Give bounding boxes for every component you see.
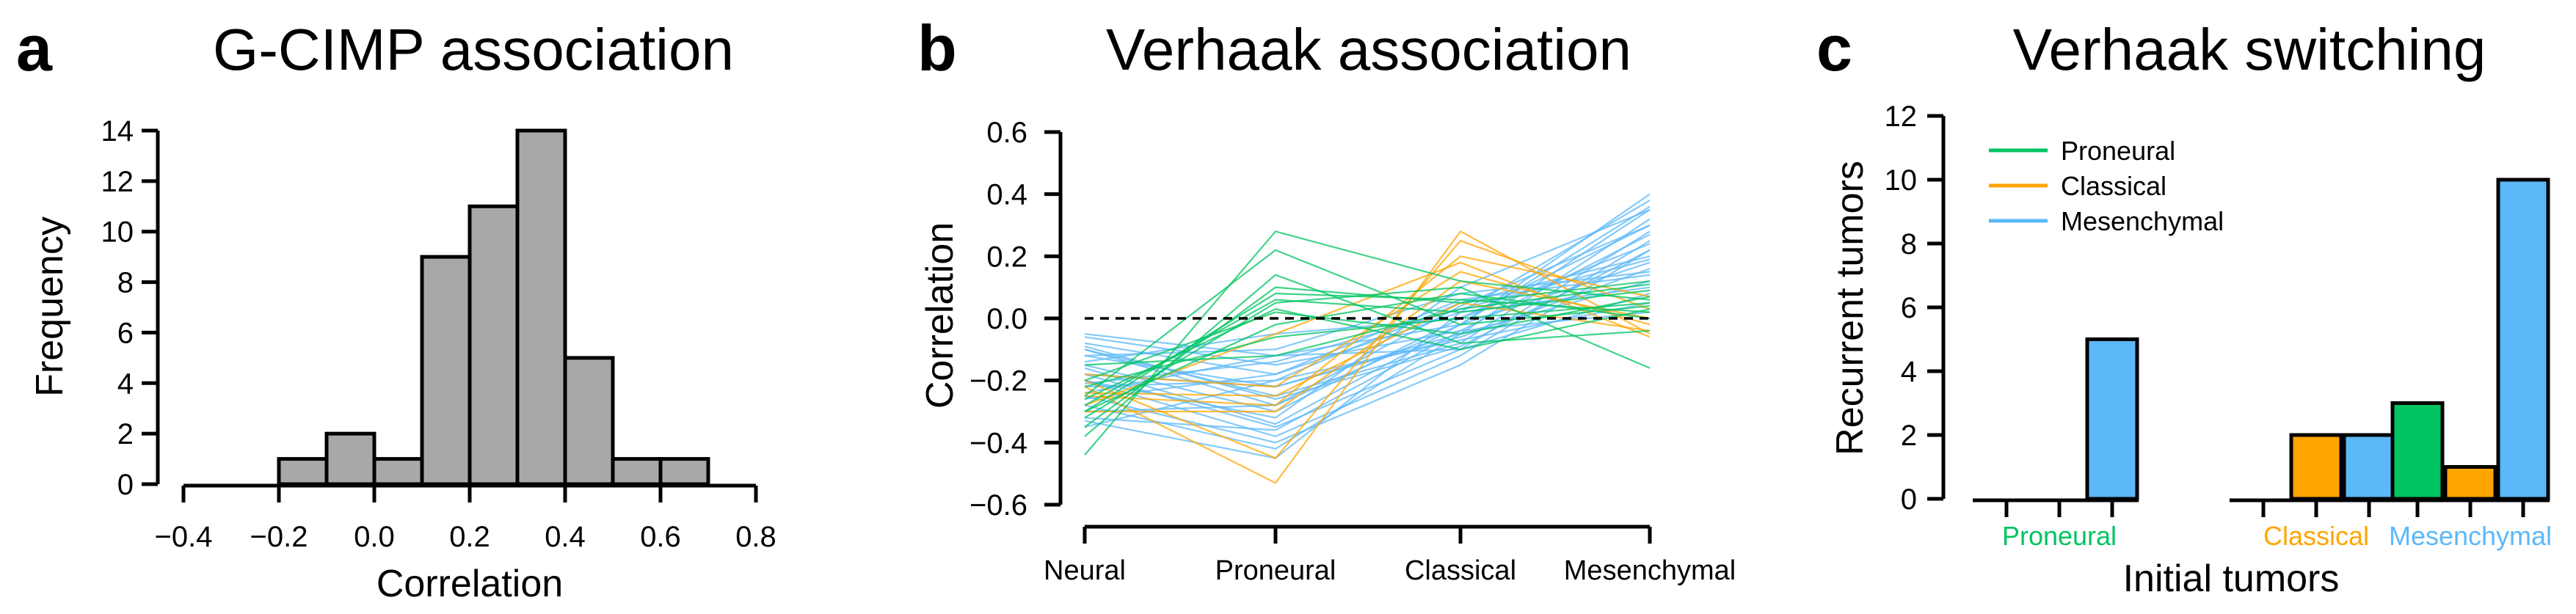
x-tick-label: Mesenchymal — [1564, 555, 1736, 586]
series-line-mesenchymal — [1084, 258, 1651, 384]
histogram-bar — [658, 457, 710, 486]
histogram-bar — [324, 431, 376, 486]
x-tick-label: Neural — [1044, 555, 1126, 586]
series-line-mesenchymal — [1084, 200, 1651, 376]
panel-label-b: b — [917, 12, 957, 84]
bar-classical — [2289, 433, 2343, 501]
y-axis-label: Recurrent tumors — [1829, 161, 1871, 456]
x-tick-label: Classical — [2263, 521, 2369, 551]
y-tick-label: 0.4 — [986, 179, 1027, 211]
series-line-proneural — [1084, 289, 1651, 406]
x-tick-label: Mesenchymal — [2389, 521, 2552, 551]
y-tick-label: 2 — [117, 418, 134, 450]
x-tick-label: 0.0 — [354, 521, 395, 553]
y-tick-label: 0 — [1901, 483, 1917, 516]
y-tick-label: 0.2 — [986, 241, 1027, 273]
y-tick-label: 10 — [1885, 164, 1918, 197]
y-tick-label: −0.4 — [969, 427, 1027, 459]
x-tick-label: 0.8 — [735, 521, 776, 553]
bar-proneural — [2390, 401, 2445, 501]
x-tick-label: 0.2 — [449, 521, 490, 553]
y-tick-label: −0.6 — [969, 489, 1027, 522]
x-tick-label: Classical — [1405, 555, 1516, 586]
y-tick-label: 8 — [117, 267, 134, 299]
panel-c-bars: Verhaak switching Proneural Classical Mesen… — [1829, 17, 2552, 600]
histogram-bar — [563, 356, 615, 486]
y-tick-label: 4 — [1901, 356, 1917, 388]
panel-label-a: a — [16, 12, 53, 84]
histogram-bar — [611, 457, 663, 486]
series-line-proneural — [1084, 283, 1651, 366]
bar-classical — [2443, 465, 2497, 501]
y-tick-label: 14 — [101, 115, 134, 147]
y-tick-label: 6 — [117, 317, 134, 349]
legend: Proneural Classical Mesenchymal — [1989, 136, 2224, 236]
series-line-proneural — [1084, 230, 1651, 456]
x-tick-label: Proneural — [2002, 521, 2117, 551]
legend-label: Proneural — [2061, 136, 2175, 166]
series-line-mesenchymal — [1084, 193, 1651, 357]
x-tick-label: Proneural — [1215, 555, 1336, 586]
series-line-mesenchymal — [1084, 255, 1651, 388]
panel-b-title: Verhaak association — [1106, 17, 1631, 82]
y-tick-label: 10 — [101, 216, 134, 249]
legend-label: Classical — [2061, 171, 2166, 201]
x-tick-label: 0.4 — [545, 521, 586, 553]
y-tick-label: 8 — [1901, 228, 1917, 260]
y-tick-label: 6 — [1901, 292, 1917, 324]
y-tick-label: 0.6 — [986, 117, 1027, 149]
histogram-bar — [467, 204, 520, 486]
y-tick-label: 0 — [117, 469, 134, 501]
y-tick-label: 4 — [117, 368, 134, 400]
series-line-mesenchymal — [1084, 261, 1651, 413]
panel-a-histogram: G-CIMP association −0.4 −0.2 0.0 0.2 0.4 0.6 0.… — [29, 17, 776, 605]
bar-mesenchymal — [2496, 178, 2550, 501]
y-axis-label: Correlation — [919, 222, 961, 409]
series-line-classical — [1084, 255, 1651, 406]
histogram-bar — [277, 457, 329, 486]
series-line-mesenchymal — [1084, 205, 1651, 425]
series-line-mesenchymal — [1084, 280, 1651, 450]
y-tick-label: 0.0 — [986, 303, 1027, 335]
y-tick-label: −0.2 — [969, 365, 1027, 398]
series-line-proneural — [1084, 296, 1651, 381]
y-axis-label: Frequency — [29, 216, 71, 397]
y-tick-label: 12 — [101, 166, 134, 198]
x-tick-label: −0.4 — [155, 521, 213, 553]
x-tick-label: −0.2 — [250, 521, 308, 553]
bar-mesenchymal — [2342, 433, 2396, 501]
histogram-bar — [372, 457, 424, 486]
series-line-mesenchymal — [1084, 243, 1651, 363]
panel-b-lines: Verhaak association −0.6 −0.4 −0.2 0.0 0.2 0.4… — [919, 17, 1736, 586]
x-axis-label: Correlation — [376, 563, 563, 605]
legend-label: Mesenchymal — [2061, 206, 2224, 236]
series-line-mesenchymal — [1084, 274, 1651, 401]
series-line-classical — [1084, 261, 1651, 406]
histogram-bar — [420, 255, 472, 486]
series-line-classical — [1084, 301, 1651, 397]
y-tick-label: 2 — [1901, 420, 1917, 452]
histogram-bar — [515, 128, 567, 486]
series-line-proneural — [1084, 293, 1651, 413]
panel-label-c: c — [1816, 12, 1852, 84]
panel-a-title: G-CIMP association — [213, 17, 734, 82]
y-tick-label: 12 — [1885, 100, 1918, 133]
series-line-proneural — [1084, 301, 1651, 388]
panel-c-title: Verhaak switching — [2013, 17, 2486, 82]
x-axis-label: Initial tumors — [2123, 558, 2340, 600]
x-tick-label: 0.6 — [640, 521, 681, 553]
series-line-proneural — [1084, 308, 1651, 401]
bar-mesenchymal — [2085, 337, 2139, 501]
series-line-mesenchymal — [1084, 311, 1651, 431]
series-line-classical — [1084, 230, 1651, 484]
